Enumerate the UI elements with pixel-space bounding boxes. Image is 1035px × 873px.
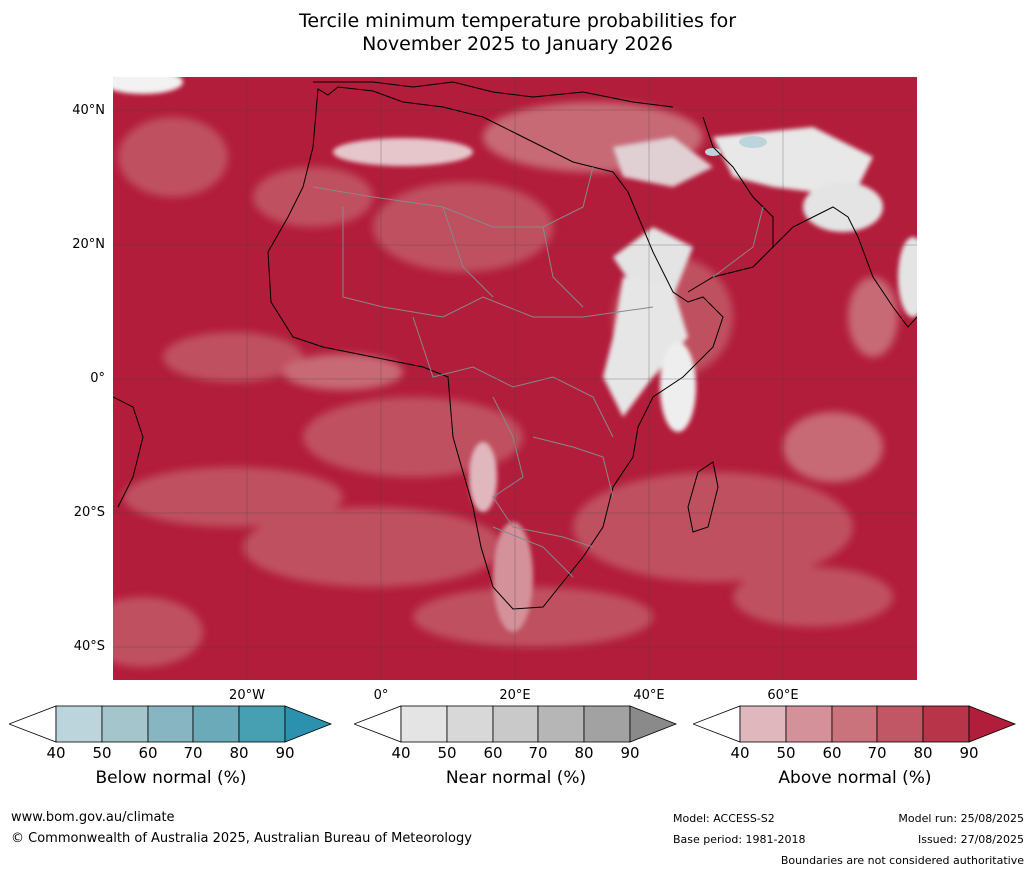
map-title: Tercile minimum temperature probabilitie…	[0, 10, 1035, 56]
cbar-below-tick: 70	[183, 744, 203, 762]
cbar-above-tick: 80	[913, 744, 933, 762]
cbar-near-bin-5	[583, 705, 631, 743]
cbar-below-tick: 80	[229, 744, 249, 762]
cbar-below-extend-high	[284, 705, 333, 743]
cbar-below-bin-2	[101, 705, 149, 743]
cbar-above-label: Above normal (%)	[778, 768, 932, 788]
footer-model: Model: ACCESS-S2	[673, 812, 775, 825]
cbar-below-extend-low	[9, 705, 57, 743]
cbar-near-tick: 40	[391, 744, 411, 762]
cbar-above-extend-low	[693, 705, 741, 743]
cbar-below-tick: 90	[275, 744, 295, 762]
lon-label-0: 0°	[373, 688, 389, 703]
coastlines	[113, 81, 917, 610]
lat-label-40s: 40°S	[73, 639, 105, 654]
cbar-above-bin-5	[922, 705, 970, 743]
cbar-below-tick: 40	[46, 744, 66, 762]
near-normal-regions	[113, 77, 917, 632]
cbar-above-tick: 70	[867, 744, 887, 762]
cbar-above-bin-4	[876, 705, 924, 743]
cbar-below-bin-5	[238, 705, 286, 743]
cbar-above-tick: 90	[959, 744, 979, 762]
cbar-above-bin-3	[831, 705, 878, 743]
cbar-near-bin-3	[492, 705, 539, 743]
colorbar-below-normal	[9, 705, 333, 743]
probability-map	[113, 77, 917, 680]
lat-label-0: 0°	[90, 371, 105, 386]
cbar-below-bin-1	[55, 705, 103, 743]
cbar-near-tick: 80	[574, 744, 594, 762]
moderate-probability-regions	[113, 102, 898, 667]
footer-copyright: © Commonwealth of Australia 2025, Austra…	[11, 831, 472, 846]
cbar-near-tick: 90	[620, 744, 640, 762]
footer-base-period: Base period: 1981-2018	[673, 833, 806, 846]
cbar-below-bin-3	[147, 705, 194, 743]
lat-label-20n: 20°N	[72, 237, 105, 252]
cbar-above-tick: 60	[822, 744, 842, 762]
cbar-near-tick: 70	[528, 744, 548, 762]
cbar-near-bin-4	[537, 705, 585, 743]
title-line-2: November 2025 to January 2026	[362, 33, 673, 55]
graticule	[113, 77, 917, 680]
lon-label-60e: 60°E	[767, 688, 799, 703]
cbar-near-tick: 50	[437, 744, 457, 762]
lon-label-20e: 20°E	[499, 688, 531, 703]
lon-label-40e: 40°E	[633, 688, 665, 703]
cbar-above-bin-1	[739, 705, 787, 743]
cbar-near-extend-high	[629, 705, 678, 743]
cbar-below-tick: 60	[138, 744, 158, 762]
lat-label-20s: 20°S	[73, 505, 105, 520]
cbar-below-tick: 50	[92, 744, 112, 762]
colorbar-near-normal	[354, 705, 678, 743]
colorbar-above-normal	[693, 705, 1017, 743]
country-boundaries	[312, 166, 764, 578]
cbar-above-bin-2	[785, 705, 833, 743]
cbar-near-bin-2	[446, 705, 494, 743]
footer-issued: Issued: 27/08/2025	[917, 833, 1024, 846]
cbar-above-tick: 40	[730, 744, 750, 762]
lon-label-20w: 20°W	[229, 688, 265, 703]
footer-url: www.bom.gov.au/climate	[11, 810, 175, 825]
cbar-near-label: Near normal (%)	[445, 768, 587, 788]
cbar-below-label: Below normal (%)	[95, 768, 247, 788]
cbar-below-bin-4	[192, 705, 240, 743]
cbar-above-extend-high	[968, 705, 1017, 743]
footer-disclaimer: Boundaries are not considered authoritat…	[780, 854, 1024, 867]
cbar-near-bin-1	[400, 705, 448, 743]
cbar-near-tick: 60	[483, 744, 503, 762]
footer-model-run: Model run: 25/08/2025	[898, 812, 1024, 825]
lat-label-40n: 40°N	[72, 103, 105, 118]
title-line-1: Tercile minimum temperature probabilitie…	[298, 10, 737, 32]
cbar-above-tick: 50	[776, 744, 796, 762]
below-normal-patches	[705, 136, 767, 156]
cbar-near-extend-low	[354, 705, 402, 743]
